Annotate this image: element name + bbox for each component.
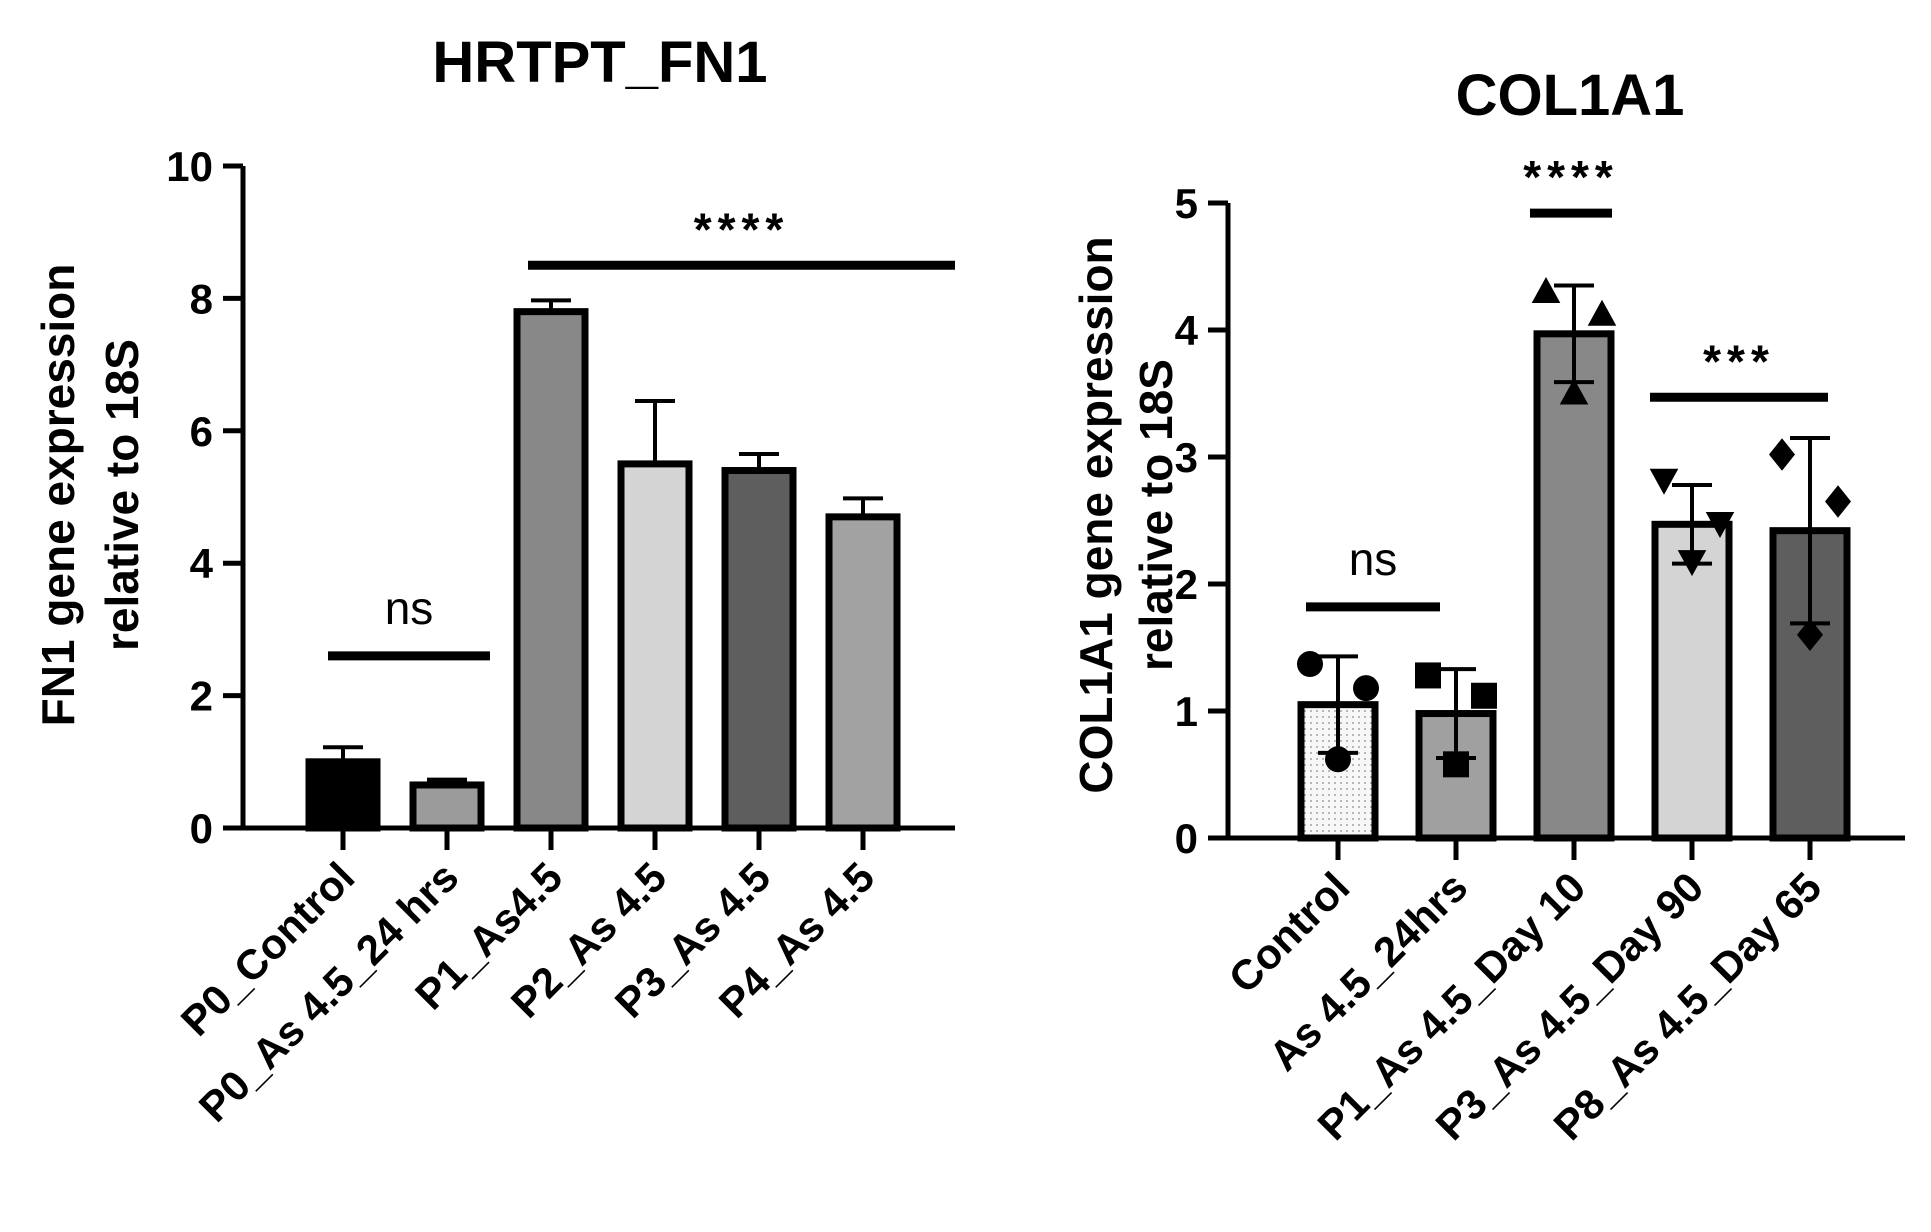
point-marker	[1587, 299, 1617, 326]
chart-title: COL1A1	[1456, 63, 1685, 128]
chart-col1a1: COL1A1 COL1A1 gene expression relative t…	[1070, 63, 1905, 1149]
point-marker	[1353, 675, 1379, 702]
chart-fn1: HRTPT_FN1 FN1 gene expression relative t…	[32, 30, 955, 1131]
bar	[617, 460, 693, 832]
y-axis-label-line1: FN1 gene expression	[32, 264, 84, 727]
point-marker	[1325, 746, 1351, 773]
point-marker	[1415, 662, 1441, 689]
point-marker	[1443, 751, 1469, 778]
y-tick-label: 10	[166, 143, 213, 190]
point-marker	[1677, 550, 1707, 577]
y-tick-label: 3	[1175, 434, 1198, 481]
point-marker	[1797, 618, 1823, 652]
bar	[1533, 330, 1615, 842]
y-tick-label: 0	[1175, 815, 1198, 862]
y-tick-label: 1	[1175, 688, 1198, 735]
significance-label: ***	[1703, 335, 1775, 387]
point-marker	[1531, 276, 1561, 303]
bar	[513, 308, 589, 832]
y-tick-label: 2	[1175, 561, 1198, 608]
y-axis-label-line2: relative to 18S	[1130, 359, 1182, 671]
point-marker	[1649, 468, 1679, 495]
bar	[825, 513, 901, 832]
significance-label: ****	[1523, 151, 1619, 203]
y-tick-label: 6	[190, 408, 213, 455]
y-axis-label-line1: COL1A1 gene expression	[1070, 236, 1122, 793]
point-marker	[1559, 378, 1589, 405]
significance-label: ns	[385, 582, 434, 634]
y-tick-label: 5	[1175, 180, 1198, 227]
chart-title: HRTPT_FN1	[432, 30, 767, 95]
y-axis-label-line2: relative to 18S	[96, 339, 148, 651]
bar	[409, 781, 485, 832]
point-marker	[1825, 485, 1851, 518]
point-marker	[1297, 651, 1323, 678]
point-marker	[1705, 511, 1735, 538]
y-tick-label: 4	[1175, 307, 1199, 354]
point-marker	[1471, 682, 1497, 709]
y-tick-label: 4	[190, 540, 214, 587]
point-marker	[1769, 438, 1795, 471]
bar	[721, 467, 797, 832]
y-tick-label: 0	[190, 805, 213, 852]
significance-label: ns	[1349, 533, 1398, 585]
significance-label: ****	[694, 203, 790, 255]
y-tick-label: 8	[190, 275, 213, 322]
bar	[305, 758, 381, 832]
y-tick-label: 2	[190, 673, 213, 720]
